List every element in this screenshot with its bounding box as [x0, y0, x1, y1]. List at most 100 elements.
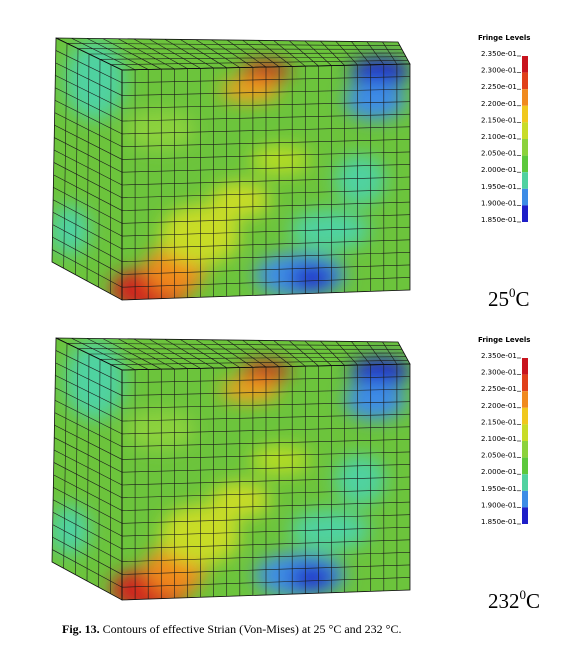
strain-region — [160, 505, 240, 565]
temperature-unit: C — [526, 589, 540, 613]
mesh-line — [121, 164, 410, 173]
temperature-value: 232 — [488, 589, 520, 613]
color-band — [522, 155, 528, 173]
mesh-line — [121, 277, 410, 288]
mesh-line — [121, 514, 410, 524]
mesh-line — [88, 52, 405, 55]
fringe-level: 2.200e-01 — [481, 402, 517, 410]
color-band — [522, 205, 528, 222]
degree-sign: 0 — [509, 285, 516, 300]
legend-title: Fringe Levels — [478, 34, 530, 42]
face-edge — [51, 337, 123, 601]
fringe-level: 2.000e-01 — [481, 166, 517, 174]
mesh-line — [121, 539, 410, 550]
mesh-line — [121, 126, 410, 135]
strain-region — [220, 378, 280, 402]
mesh-line — [66, 343, 401, 346]
mesh-line — [121, 252, 410, 262]
color-band — [522, 507, 528, 524]
strain-region — [290, 566, 334, 590]
strain-region — [52, 505, 90, 555]
fringe-level: 1.950e-01 — [481, 183, 517, 191]
strain-region — [125, 410, 195, 450]
fringe-level: 2.200e-01 — [481, 100, 517, 108]
face-edge — [51, 37, 123, 301]
mesh-line — [121, 388, 410, 396]
mesh-line — [121, 376, 410, 384]
color-band — [522, 72, 528, 90]
mesh-line — [121, 401, 410, 409]
legend-title: Fringe Levels — [478, 336, 530, 344]
mesh-line — [121, 113, 410, 122]
strain-region — [335, 155, 385, 205]
mesh-line — [121, 76, 410, 84]
fringe-level: 2.100e-01 — [481, 435, 517, 443]
mesh-line — [121, 189, 410, 199]
caption-label: Fig. 13. — [62, 622, 100, 636]
fringe-level: 2.050e-01 — [481, 150, 517, 158]
color-band — [522, 490, 528, 508]
color-band — [522, 391, 528, 408]
mesh-line — [77, 48, 403, 50]
temperature-label: 2320C — [488, 587, 540, 613]
mesh-line — [99, 356, 407, 360]
mesh-line — [110, 360, 409, 365]
mesh-line — [99, 56, 407, 60]
fringe-level: 2.300e-01 — [481, 67, 517, 75]
mesh-line — [63, 343, 68, 569]
fringe-level: 1.950e-01 — [481, 485, 517, 493]
fringe-level: 2.350e-01 — [481, 50, 517, 58]
color-band — [522, 56, 528, 73]
mesh-line — [121, 101, 410, 109]
contour — [52, 38, 410, 300]
temperature-value: 25 — [488, 287, 509, 311]
strain-region — [160, 205, 240, 265]
mesh-line — [121, 476, 410, 486]
fe-model — [51, 37, 411, 301]
mesh-line — [88, 352, 405, 355]
mesh-line — [110, 364, 112, 594]
degree-sign: 0 — [520, 587, 527, 602]
color-band — [522, 139, 528, 156]
mesh-line — [121, 264, 410, 275]
color-band — [522, 457, 528, 475]
mesh-line — [121, 577, 410, 588]
mesh-line — [121, 176, 410, 186]
strain-region — [335, 455, 385, 505]
fringe-level: 2.250e-01 — [481, 83, 517, 91]
strain-region — [52, 205, 90, 255]
color-band — [522, 474, 528, 491]
mesh-line — [121, 552, 410, 562]
strain-region — [345, 80, 405, 120]
fringe-level: 1.900e-01 — [481, 199, 517, 207]
strain-region — [290, 266, 334, 290]
mesh-line — [98, 59, 101, 288]
mesh-line — [121, 439, 410, 447]
mesh-line — [121, 88, 410, 96]
fringe-level: 2.250e-01 — [481, 385, 517, 393]
fringe-level: 1.850e-01 — [481, 518, 517, 526]
mesh-line — [121, 501, 410, 511]
fringe-level: 2.300e-01 — [481, 369, 517, 377]
mesh-line — [121, 139, 410, 147]
color-band — [522, 407, 528, 425]
mesh-line — [121, 451, 410, 460]
fringe-level: 2.150e-01 — [481, 116, 517, 124]
mesh-line — [77, 348, 403, 350]
color-band — [522, 374, 528, 392]
mesh-line — [86, 353, 90, 582]
fe-model — [51, 337, 411, 601]
mesh-line — [86, 53, 90, 282]
color-band — [522, 424, 528, 441]
fringe-level: 2.000e-01 — [481, 468, 517, 476]
strain-region — [250, 445, 310, 475]
mesh-line — [121, 413, 410, 422]
mesh-line — [63, 43, 68, 269]
contour — [52, 338, 410, 600]
color-band — [522, 122, 528, 139]
color-band — [522, 441, 528, 458]
strain-region — [250, 145, 310, 175]
mesh-line — [121, 201, 410, 211]
